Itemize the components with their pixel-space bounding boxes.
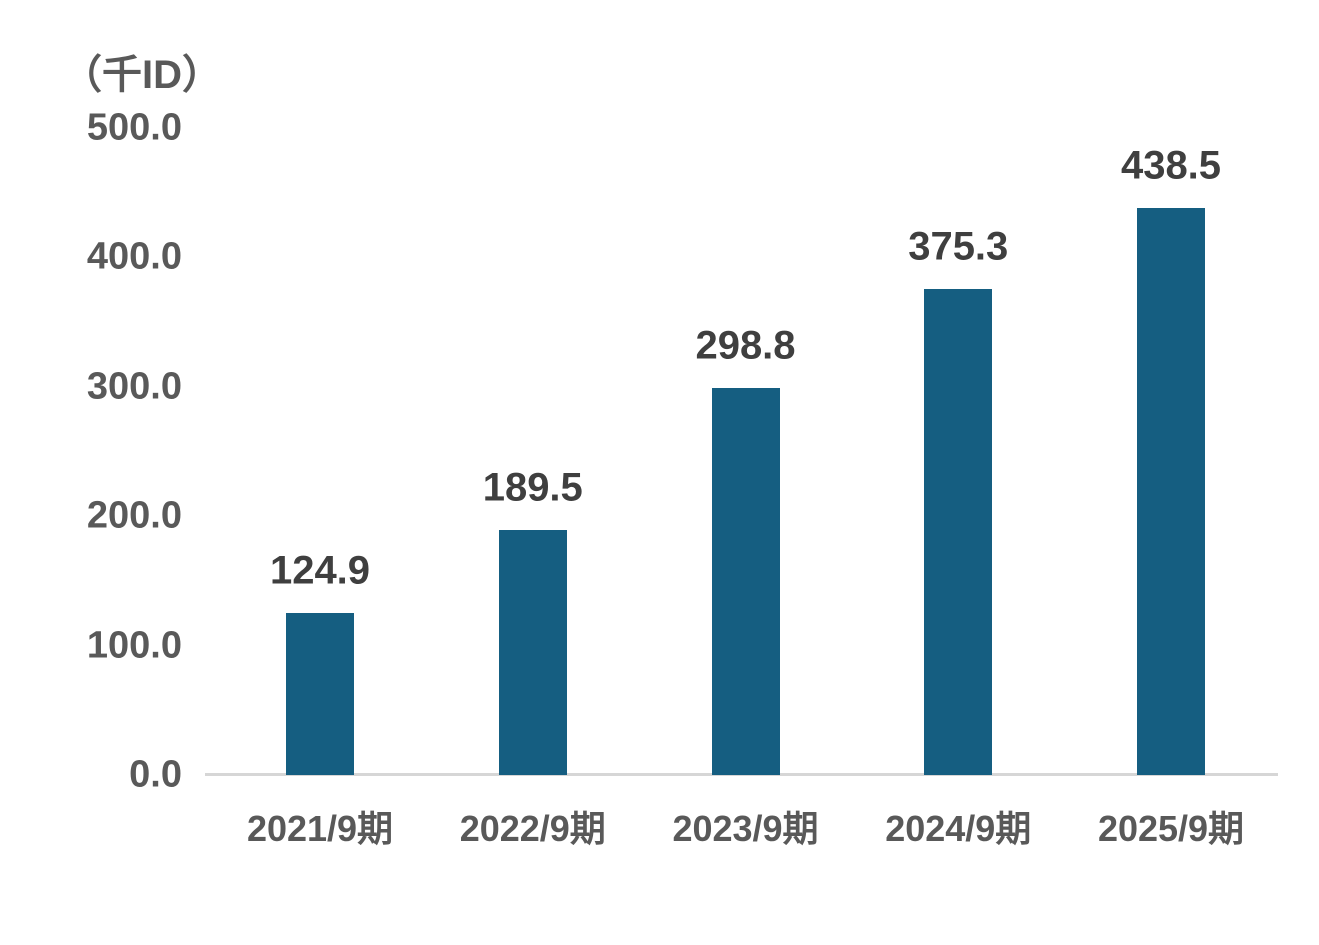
y-axis-tick-label: 200.0 [86,494,182,537]
x-axis-tick-label: 2022/9期 [459,808,606,849]
bar [286,613,354,775]
bar [498,529,567,775]
y-axis-unit-label: （千ID） [62,53,222,97]
x-axis-tick-label: 2021/9期 [246,808,394,849]
x-axis-tick-label: 2025/9期 [1097,808,1245,849]
bar-value-label: 189.5 [482,465,583,510]
y-axis-tick-label: 100.0 [86,624,182,667]
bar [1137,207,1205,775]
bar [924,289,993,775]
x-axis-tick-label: 2023/9期 [672,808,819,849]
bar-value-label: 438.5 [1120,143,1222,188]
y-axis-tick-label: 400.0 [86,235,182,278]
y-axis-tick-label: 0.0 [129,753,182,796]
x-axis-tick-label: 2024/9期 [885,808,1032,849]
y-axis-tick-label: 300.0 [86,365,182,408]
y-axis-tick-label: 500.0 [86,106,182,149]
bar-value-label: 375.3 [908,224,1009,269]
bar-value-label: 124.9 [269,548,371,593]
bar [711,388,780,775]
bar-value-label: 298.8 [695,323,796,368]
